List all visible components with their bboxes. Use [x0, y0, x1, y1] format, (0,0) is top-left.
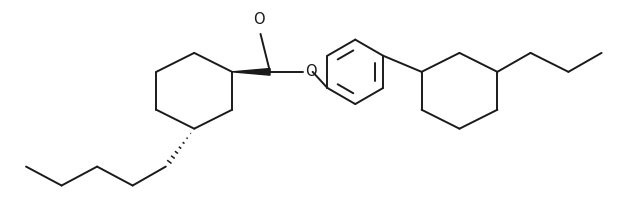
Text: O: O [305, 64, 317, 79]
Text: O: O [253, 12, 265, 27]
Polygon shape [232, 68, 270, 75]
